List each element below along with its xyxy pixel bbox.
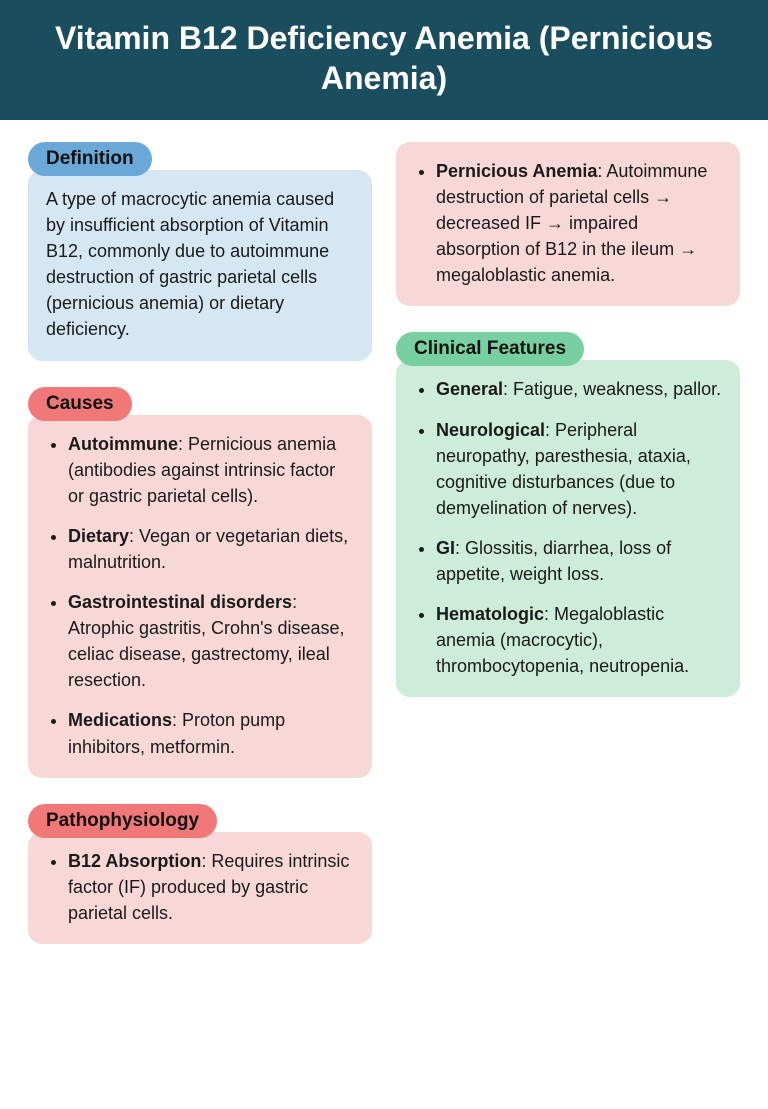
list-item: Neurological: Peripheral neuropathy, par…: [436, 417, 722, 521]
item-label: Dietary: [68, 526, 129, 546]
clinical-badge: Clinical Features: [396, 332, 584, 366]
definition-section: Definition A type of macrocytic anemia c…: [28, 142, 372, 361]
causes-section: Causes Autoimmune: Pernicious anemia (an…: [28, 387, 372, 778]
list-item: Pernicious Anemia: Autoimmune destructio…: [436, 158, 722, 288]
pernicious-box: Pernicious Anemia: Autoimmune destructio…: [396, 142, 740, 306]
list-item: Gastrointestinal disorders: Atrophic gas…: [68, 589, 354, 693]
item-text: : Fatigue, weakness, pallor.: [503, 379, 721, 399]
item-label: General: [436, 379, 503, 399]
right-column: Pernicious Anemia: Autoimmune destructio…: [396, 142, 740, 970]
item-label: GI: [436, 538, 455, 558]
clinical-box: General: Fatigue, weakness, pallor. Neur…: [396, 360, 740, 697]
definition-box: A type of macrocytic anemia caused by in…: [28, 170, 372, 361]
list-item: Dietary: Vegan or vegetarian diets, maln…: [68, 523, 354, 575]
list-item: General: Fatigue, weakness, pallor.: [436, 376, 722, 402]
list-item: Medications: Proton pump inhibitors, met…: [68, 707, 354, 759]
page-title: Vitamin B12 Deficiency Anemia (Perniciou…: [55, 20, 713, 96]
item-label: Autoimmune: [68, 434, 178, 454]
item-label: Neurological: [436, 420, 545, 440]
item-label: B12 Absorption: [68, 851, 201, 871]
list-item: B12 Absorption: Requires intrinsic facto…: [68, 848, 354, 926]
pathophysiology-list: B12 Absorption: Requires intrinsic facto…: [46, 848, 354, 926]
causes-badge: Causes: [28, 387, 132, 421]
content-grid: Definition A type of macrocytic anemia c…: [0, 120, 768, 992]
causes-box: Autoimmune: Pernicious anemia (antibodie…: [28, 415, 372, 778]
item-label: Pernicious Anemia: [436, 161, 597, 181]
pathophysiology-section: Pathophysiology B12 Absorption: Requires…: [28, 804, 372, 944]
pernicious-section: Pernicious Anemia: Autoimmune destructio…: [396, 142, 740, 306]
pathophysiology-box: B12 Absorption: Requires intrinsic facto…: [28, 832, 372, 944]
list-item: Autoimmune: Pernicious anemia (antibodie…: [68, 431, 354, 509]
list-item: Hematologic: Megaloblastic anemia (macro…: [436, 601, 722, 679]
page-header: Vitamin B12 Deficiency Anemia (Perniciou…: [0, 0, 768, 120]
pathophysiology-badge: Pathophysiology: [28, 804, 217, 838]
item-label: Gastrointestinal disorders: [68, 592, 292, 612]
clinical-list: General: Fatigue, weakness, pallor. Neur…: [414, 376, 722, 679]
definition-text: A type of macrocytic anemia caused by in…: [46, 189, 334, 339]
left-column: Definition A type of macrocytic anemia c…: [28, 142, 372, 970]
list-item: GI: Glossitis, diarrhea, loss of appetit…: [436, 535, 722, 587]
item-label: Hematologic: [436, 604, 544, 624]
pernicious-list: Pernicious Anemia: Autoimmune destructio…: [414, 158, 722, 288]
causes-list: Autoimmune: Pernicious anemia (antibodie…: [46, 431, 354, 760]
item-text: : Glossitis, diarrhea, loss of appetite,…: [436, 538, 671, 584]
item-label: Medications: [68, 710, 172, 730]
definition-badge: Definition: [28, 142, 152, 176]
clinical-section: Clinical Features General: Fatigue, weak…: [396, 332, 740, 697]
